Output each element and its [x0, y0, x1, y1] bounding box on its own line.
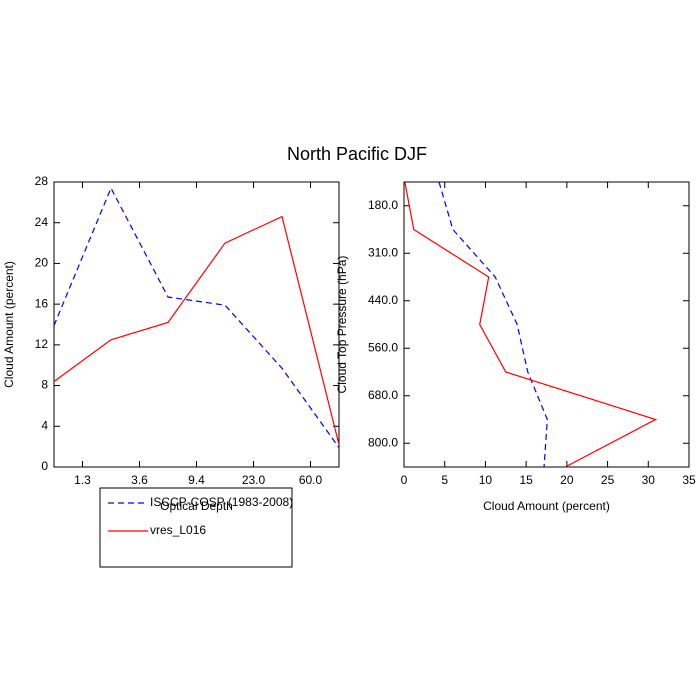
- x-tick-label: 3.6: [131, 473, 148, 487]
- x-tick-label: 35: [682, 473, 696, 487]
- series-line: [438, 181, 548, 468]
- y-tick-label: 28: [35, 174, 49, 188]
- x-tick-label: 0: [401, 473, 408, 487]
- y-tick-label: 16: [35, 296, 49, 310]
- x-tick-label: 23.0: [242, 473, 266, 487]
- x-tick-label: 30: [642, 473, 656, 487]
- x-axis-title: Optical Depth: [160, 499, 233, 513]
- x-tick-label: 1.3: [74, 473, 91, 487]
- x-axis-title: Cloud Amount (percent): [483, 499, 610, 513]
- y-tick-label: 24: [35, 215, 49, 229]
- y-axis-title: Cloud Amount (percent): [2, 261, 16, 388]
- y-tick-label: 4: [41, 418, 48, 432]
- legend-label: ISCCP-COSP (1983-2008): [150, 495, 293, 509]
- x-tick-label: 25: [601, 473, 615, 487]
- y-tick-label: 800.0: [368, 435, 398, 449]
- x-tick-label: 10: [479, 473, 493, 487]
- series-line: [53, 215, 340, 445]
- x-tick-label: 5: [441, 473, 448, 487]
- series-line: [53, 186, 340, 449]
- y-tick-label: 560.0: [368, 340, 398, 354]
- x-tick-label: 20: [560, 473, 574, 487]
- y-tick-label: 12: [35, 337, 49, 351]
- y-tick-label: 0: [41, 459, 48, 473]
- legend-box: [99, 487, 293, 568]
- y-tick-label: 180.0: [368, 198, 398, 212]
- plot-frame: [403, 181, 690, 468]
- x-tick-label: 9.4: [188, 473, 205, 487]
- figure-title: North Pacific DJF: [287, 144, 427, 164]
- y-axis-title: Cloud Top Pressure (hPa): [335, 256, 349, 394]
- legend-label: vres_L016: [150, 523, 206, 537]
- y-tick-label: 310.0: [368, 245, 398, 259]
- x-tick-label: 60.0: [299, 473, 323, 487]
- y-tick-label: 440.0: [368, 293, 398, 307]
- y-tick-label: 680.0: [368, 388, 398, 402]
- x-tick-label: 15: [519, 473, 533, 487]
- series-line: [404, 181, 658, 468]
- y-tick-label: 8: [41, 378, 48, 392]
- y-tick-label: 20: [35, 256, 49, 270]
